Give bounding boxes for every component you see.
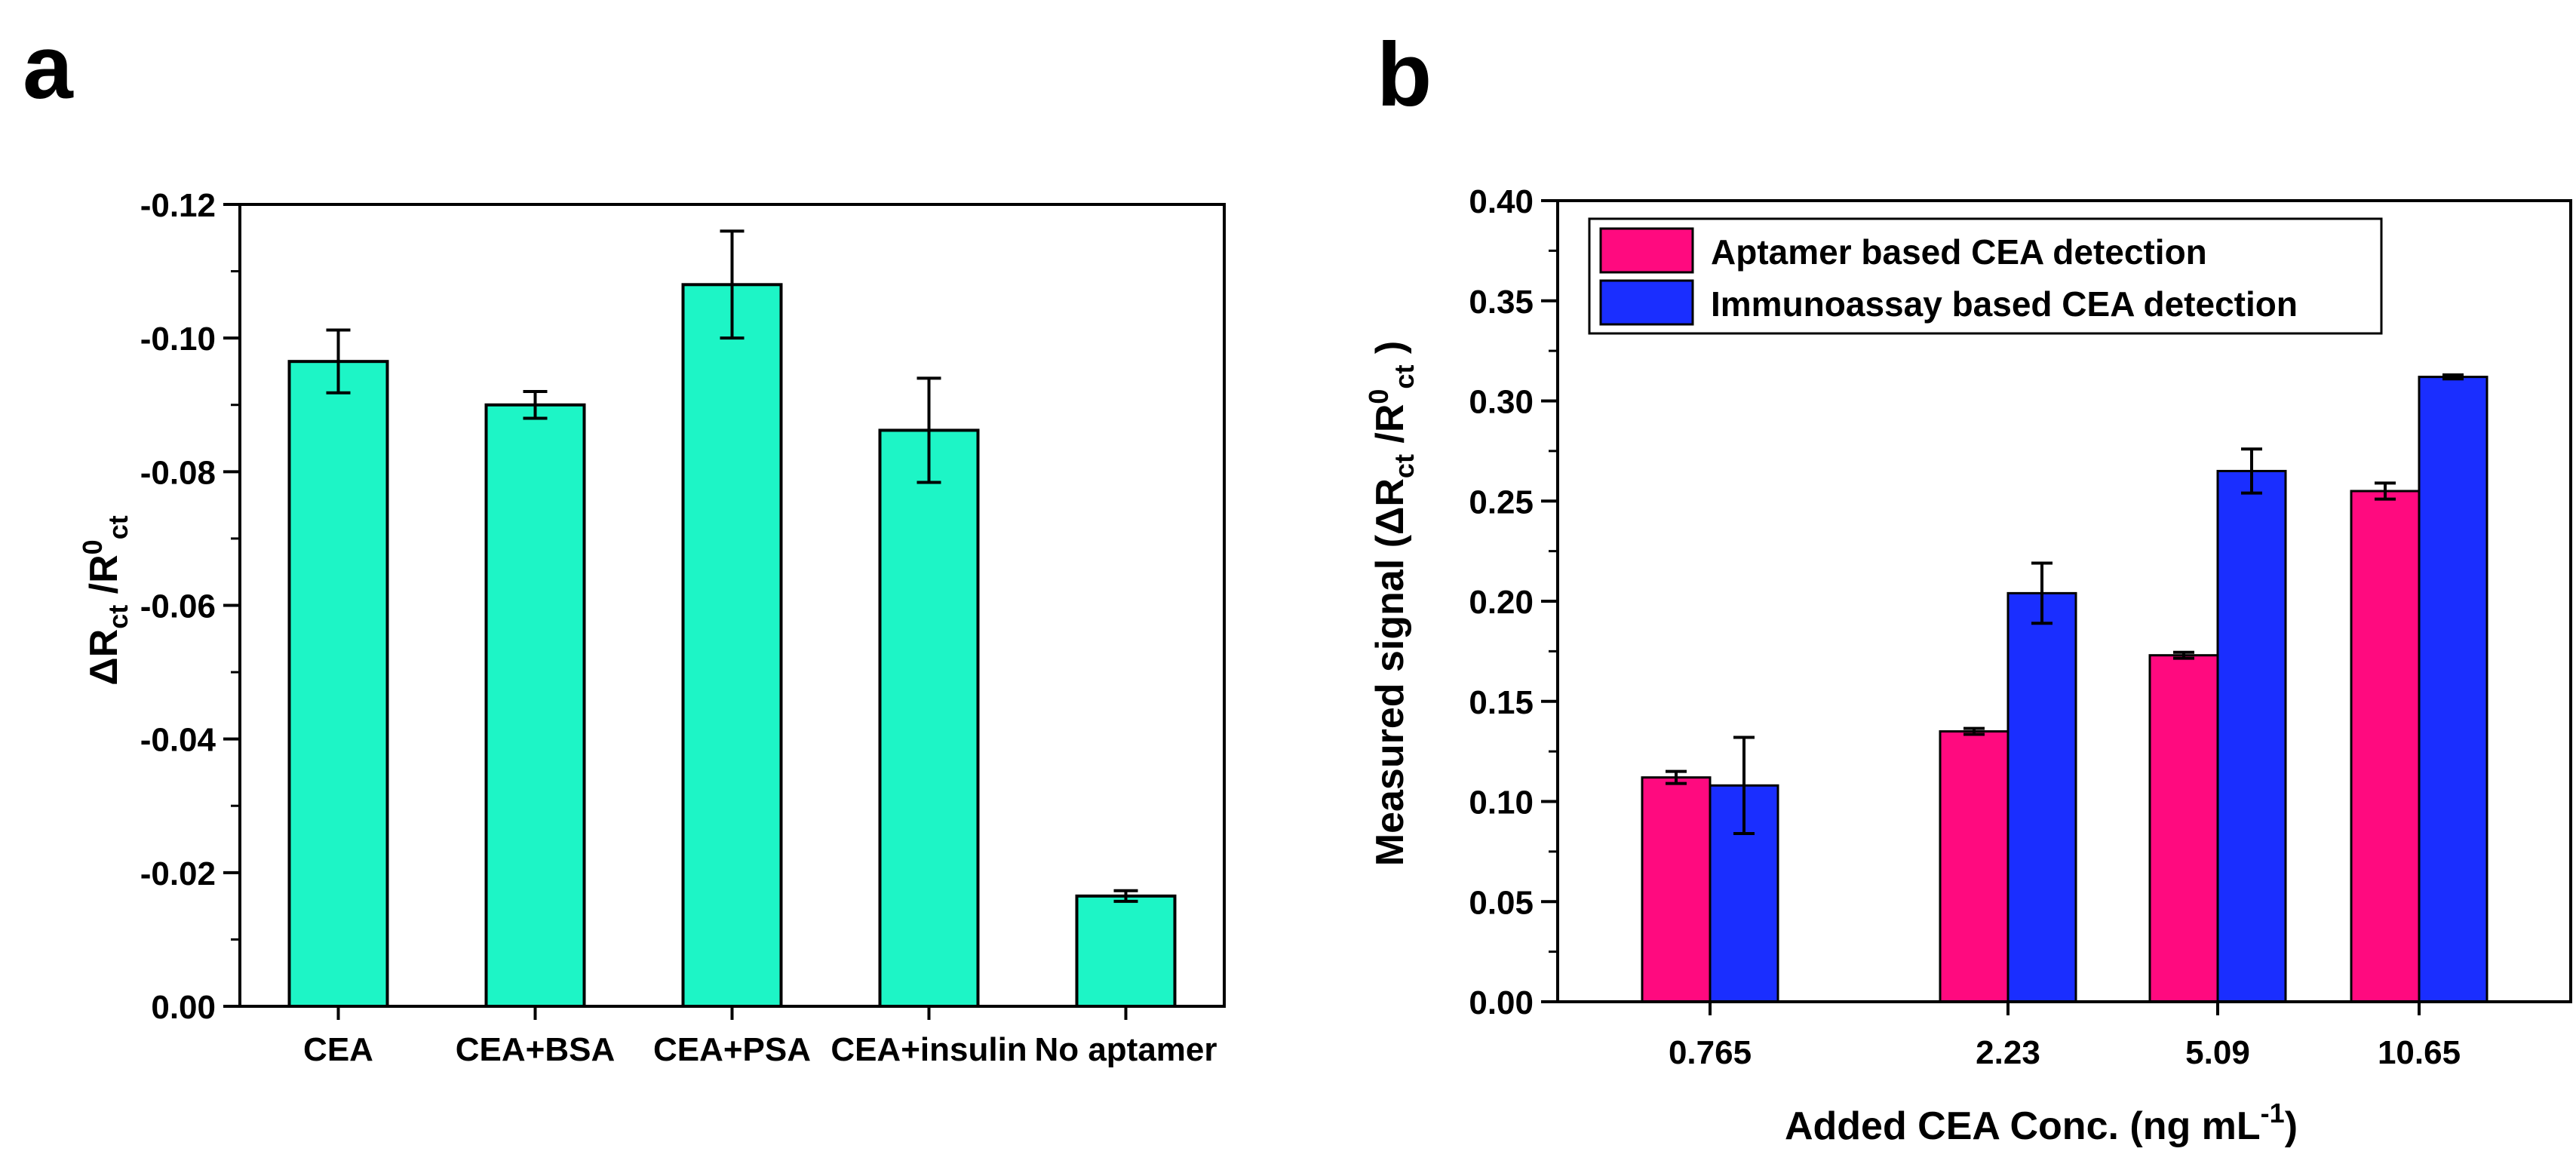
- bar-aptamer: [1641, 776, 1712, 1003]
- bar-aptamer: [1939, 730, 2010, 1003]
- x-tick-label: CEA+BSA: [456, 1031, 616, 1068]
- y-tick-label: 0.00: [1469, 984, 1534, 1021]
- bar-immunoassay: [2216, 469, 2287, 1003]
- panel-a-bars: [287, 283, 1177, 1009]
- bar: [878, 428, 980, 1008]
- x-tick-label: 10.65: [2378, 1034, 2461, 1071]
- bar-aptamer: [2350, 490, 2421, 1003]
- bar-aptamer: [2148, 654, 2219, 1003]
- bar: [1075, 894, 1177, 1009]
- legend-label-aptamer: Aptamer based CEA detection: [1711, 232, 2207, 272]
- y-tick-label: 0.25: [1469, 484, 1534, 520]
- x-tick-label: CEA+insulin: [831, 1031, 1027, 1068]
- panel-a-x-tick-labels: CEA CEA+BSA CEA+PSA CEA+insulin No aptamer: [303, 1006, 1217, 1068]
- legend-label-immunoassay: Immunoassay based CEA detection: [1711, 284, 2298, 324]
- panel-a-y-axis-title: ΔRct /R0ct: [77, 515, 134, 685]
- legend-swatch-aptamer: [1599, 227, 1694, 274]
- y-tick-label: 0.15: [1469, 684, 1534, 721]
- panel-b-x-tick-labels: 0.765 2.23 5.09 10.65: [1669, 1002, 2461, 1071]
- legend-swatch-immunoassay: [1599, 279, 1694, 326]
- bar: [287, 360, 389, 1008]
- y-tick-label: -0.04: [140, 722, 216, 759]
- bar-immunoassay: [2418, 376, 2488, 1003]
- panel-b: b Measured signal (ΔRct /R0ct ) Added CE…: [1363, 24, 2572, 1148]
- bar-immunoassay: [2006, 591, 2077, 1003]
- panel-a-error-bars: [326, 229, 1138, 903]
- y-tick-label: 0.40: [1469, 183, 1534, 220]
- panel-b-y-axis-title: Measured signal (ΔRct /R0ct ): [1363, 341, 1420, 866]
- panel-a: a ΔRct /R0ct 0.00 -0.02 -0.04 -0.06 -0.08 -0.…: [23, 17, 1226, 1068]
- bar: [484, 403, 586, 1008]
- y-tick-label: -0.02: [140, 855, 216, 892]
- y-tick-label: -0.06: [140, 588, 216, 625]
- panel-a-y-ticks: 0.00 -0.02 -0.04 -0.06 -0.08 -0.10 -0.12: [140, 187, 240, 1026]
- bar: [681, 283, 783, 1008]
- y-tick-label: -0.12: [140, 187, 216, 224]
- x-tick-label: 5.09: [2185, 1034, 2250, 1071]
- y-tick-label: 0.20: [1469, 584, 1534, 621]
- y-tick-label: 0.05: [1469, 884, 1534, 921]
- panel-b-label: b: [1377, 24, 1432, 125]
- panel-b-x-axis-title: Added CEA Conc. (ng mL-1): [1785, 1098, 2298, 1148]
- y-tick-label: 0.00: [151, 989, 216, 1026]
- panel-b-bars: [1641, 376, 2488, 1003]
- y-tick-label: -0.10: [140, 321, 216, 358]
- panel-b-error-bars: [1666, 373, 2464, 835]
- panel-b-legend: Aptamer based CEA detection Immunoassay …: [1588, 217, 2383, 335]
- y-tick-label: 0.30: [1469, 384, 1534, 421]
- legend-box: [1588, 217, 2383, 335]
- y-tick-label: 0.10: [1469, 785, 1534, 821]
- x-tick-label: CEA+PSA: [653, 1031, 811, 1068]
- panel-b-y-ticks: 0.00 0.05 0.10 0.15 0.20 0.25 0.30 0.35 0.40: [1469, 183, 1558, 1021]
- panel-b-plot-frame: [1556, 199, 2572, 1003]
- y-tick-label: -0.08: [140, 454, 216, 491]
- panel-a-plot-frame: [238, 203, 1226, 1008]
- panel-a-label: a: [23, 17, 74, 118]
- x-tick-label: 0.765: [1669, 1034, 1752, 1071]
- x-tick-label: CEA: [303, 1031, 373, 1068]
- x-tick-label: No aptamer: [1034, 1031, 1217, 1068]
- y-tick-label: 0.35: [1469, 284, 1534, 321]
- x-tick-label: 2.23: [1976, 1034, 2040, 1071]
